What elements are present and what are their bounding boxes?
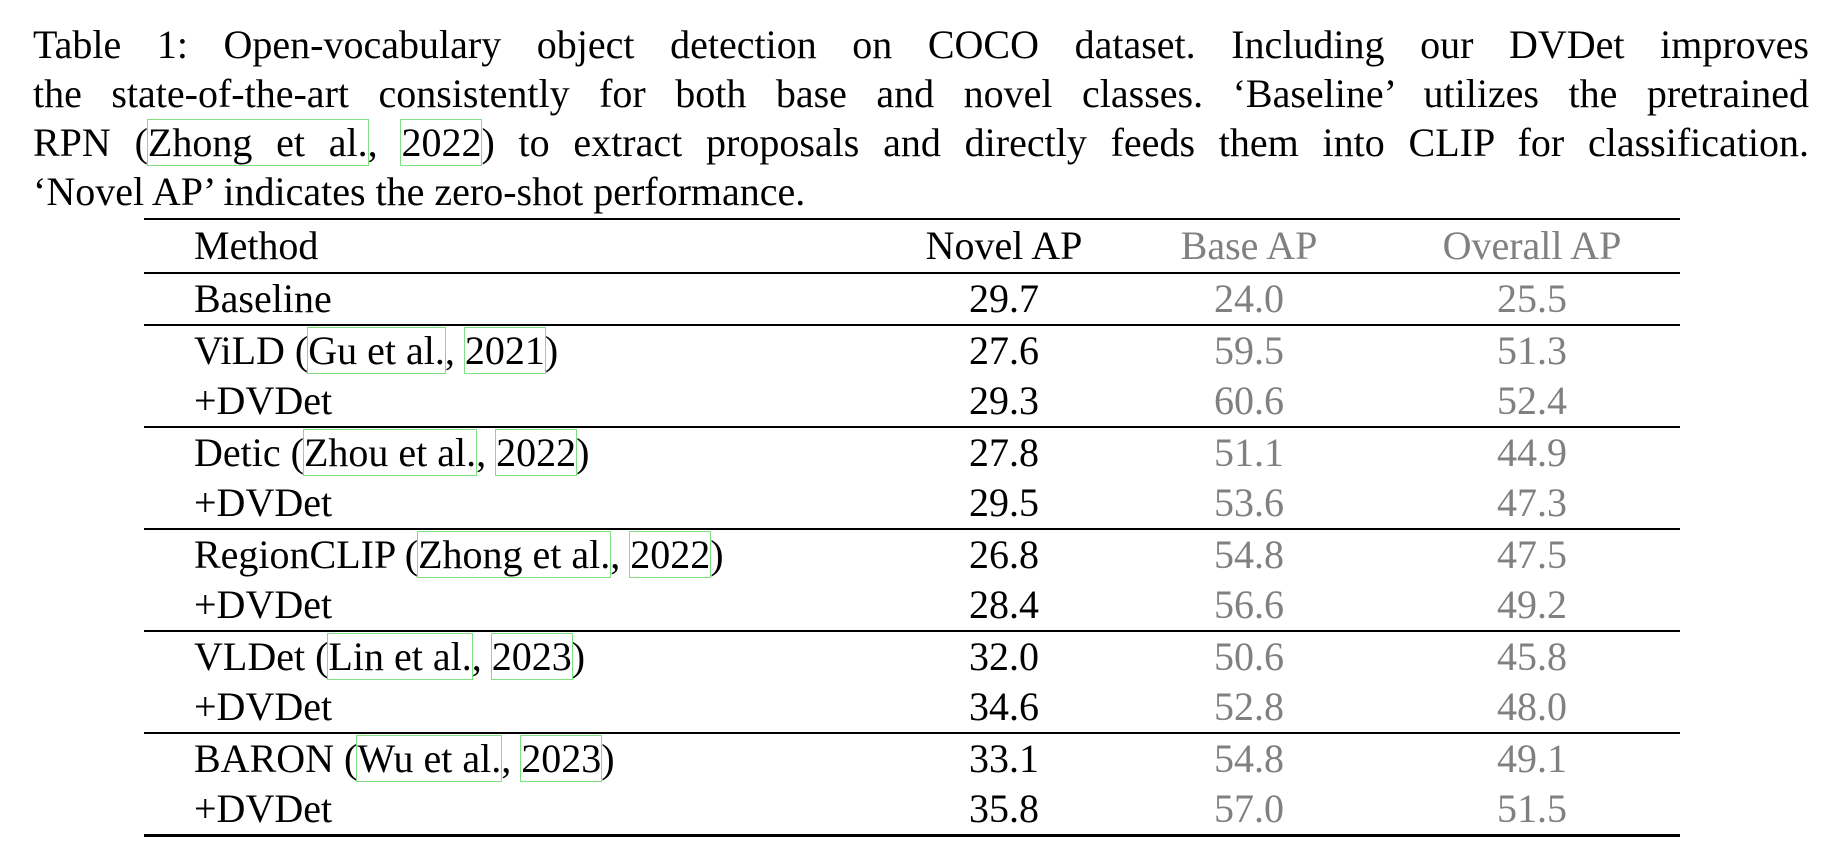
table-row: +DVDet 29.3 60.6 52.4: [144, 376, 1680, 427]
caption-text: ) to extract proposals and directly feed…: [481, 120, 1809, 165]
method-group: Detic (Zhou et al., 2022) 27.8 51.1 44.9…: [144, 427, 1680, 529]
citation-link-year[interactable]: 2023: [520, 735, 603, 782]
novel-ap-cell: 27.8: [969, 430, 1039, 475]
base-ap-cell: 59.5: [1214, 328, 1284, 373]
overall-ap-cell: 49.1: [1497, 736, 1567, 781]
overall-ap-cell: 25.5: [1497, 276, 1567, 321]
citation-link-author[interactable]: Zhong et al.: [146, 119, 369, 166]
method-cell: Baseline: [194, 276, 332, 321]
method-group: VLDet (Lin et al., 2023) 32.0 50.6 45.8 …: [144, 631, 1680, 733]
base-ap-cell: 53.6: [1214, 480, 1284, 525]
novel-ap-cell: 34.6: [969, 684, 1039, 729]
overall-ap-cell: 44.9: [1497, 430, 1567, 475]
method-cell: Detic (Zhou et al., 2022): [194, 429, 590, 476]
base-ap-cell: 57.0: [1214, 786, 1284, 831]
method-name: RegionCLIP: [194, 532, 395, 577]
citation-link-author[interactable]: Zhong et al.: [417, 531, 612, 578]
citation-link-year[interactable]: 2022: [629, 531, 712, 578]
novel-ap-cell: 29.7: [969, 276, 1039, 321]
overall-ap-cell: 45.8: [1497, 634, 1567, 679]
header-overall-ap: Overall AP: [1442, 223, 1622, 268]
table-caption: Table 1: Open-vocabulary object detectio…: [33, 20, 1809, 216]
caption-line-4: ‘Novel AP’ indicates the zero-shot perfo…: [33, 169, 806, 214]
header-method: Method: [194, 223, 319, 268]
method-group: ViLD (Gu et al., 2021) 27.6 59.5 51.3 +D…: [144, 325, 1680, 427]
base-ap-cell: 60.6: [1214, 378, 1284, 423]
method-cell: VLDet (Lin et al., 2023): [194, 633, 586, 680]
base-ap-cell: 51.1: [1214, 430, 1284, 475]
caption-text: ,: [367, 120, 402, 165]
citation-link-year[interactable]: 2021: [463, 327, 546, 374]
method-cell: +DVDet: [194, 378, 333, 423]
novel-ap-cell: 26.8: [969, 532, 1039, 577]
table-row: RegionCLIP (Zhong et al., 2022) 26.8 54.…: [144, 529, 1680, 580]
table-row: +DVDet 28.4 56.6 49.2: [144, 580, 1680, 631]
overall-ap-cell: 48.0: [1497, 684, 1567, 729]
method-name: Detic: [194, 430, 281, 475]
table-row: BARON (Wu et al., 2023) 33.1 54.8 49.1: [144, 733, 1680, 784]
overall-ap-cell: 51.3: [1497, 328, 1567, 373]
novel-ap-cell: 33.1: [969, 736, 1039, 781]
citation-link-author[interactable]: Lin et al.: [327, 633, 473, 680]
base-ap-cell: 54.8: [1214, 736, 1284, 781]
table-header-row: Method Novel AP Base AP Overall AP: [144, 219, 1680, 273]
base-ap-cell: 52.8: [1214, 684, 1284, 729]
overall-ap-cell: 47.5: [1497, 532, 1567, 577]
table-row: +DVDet 34.6 52.8 48.0: [144, 682, 1680, 733]
base-ap-cell: 50.6: [1214, 634, 1284, 679]
citation-link-author[interactable]: Zhou et al.: [302, 429, 478, 476]
novel-ap-cell: 35.8: [969, 786, 1039, 831]
overall-ap-cell: 47.3: [1497, 480, 1567, 525]
baseline-group: Baseline 29.7 24.0 25.5: [144, 273, 1680, 325]
table-row: +DVDet 29.5 53.6 47.3: [144, 478, 1680, 529]
citation-link-author[interactable]: Gu et al.: [307, 327, 446, 374]
citation-link-year[interactable]: 2022: [495, 429, 578, 476]
table-row: Detic (Zhou et al., 2022) 27.8 51.1 44.9: [144, 427, 1680, 478]
overall-ap-cell: 51.5: [1497, 786, 1567, 831]
results-table-container: Method Novel AP Base AP Overall AP Basel…: [144, 218, 1680, 837]
method-group: RegionCLIP (Zhong et al., 2022) 26.8 54.…: [144, 529, 1680, 631]
novel-ap-cell: 29.3: [969, 378, 1039, 423]
method-cell: +DVDet: [194, 582, 333, 627]
table-row: Baseline 29.7 24.0 25.5: [144, 273, 1680, 325]
caption-line-2: the state-of-the-art consistently for bo…: [33, 71, 1809, 116]
base-ap-cell: 56.6: [1214, 582, 1284, 627]
caption-line-1: Table 1: Open-vocabulary object detectio…: [33, 22, 1809, 67]
novel-ap-cell: 28.4: [969, 582, 1039, 627]
table-row: ViLD (Gu et al., 2021) 27.6 59.5 51.3: [144, 325, 1680, 376]
method-cell: RegionCLIP (Zhong et al., 2022): [194, 531, 724, 578]
base-ap-cell: 24.0: [1214, 276, 1284, 321]
novel-ap-cell: 29.5: [969, 480, 1039, 525]
method-cell: +DVDet: [194, 684, 333, 729]
table-row: VLDet (Lin et al., 2023) 32.0 50.6 45.8: [144, 631, 1680, 682]
novel-ap-cell: 27.6: [969, 328, 1039, 373]
method-cell: ViLD (Gu et al., 2021): [194, 327, 559, 374]
results-table: Method Novel AP Base AP Overall AP Basel…: [144, 218, 1680, 837]
method-cell: BARON (Wu et al., 2023): [194, 735, 615, 782]
caption-line-3: RPN (Zhong et al., 2022) to extract prop…: [33, 118, 1809, 167]
method-name: BARON: [194, 736, 335, 781]
citation-link-year[interactable]: 2023: [490, 633, 573, 680]
overall-ap-cell: 52.4: [1497, 378, 1567, 423]
header-novel-ap: Novel AP: [925, 223, 1083, 268]
method-cell: +DVDet: [194, 480, 333, 525]
novel-ap-cell: 32.0: [969, 634, 1039, 679]
method-cell: +DVDet: [194, 786, 333, 831]
method-name: ViLD: [194, 328, 285, 373]
citation-link-year[interactable]: 2022: [400, 119, 483, 166]
base-ap-cell: 54.8: [1214, 532, 1284, 577]
table-row: +DVDet 35.8 57.0 51.5: [144, 784, 1680, 836]
header-base-ap: Base AP: [1180, 223, 1318, 268]
method-name: VLDet: [194, 634, 306, 679]
caption-text: RPN (: [33, 120, 148, 165]
overall-ap-cell: 49.2: [1497, 582, 1567, 627]
method-group: BARON (Wu et al., 2023) 33.1 54.8 49.1 +…: [144, 733, 1680, 836]
citation-link-author[interactable]: Wu et al.: [356, 735, 503, 782]
